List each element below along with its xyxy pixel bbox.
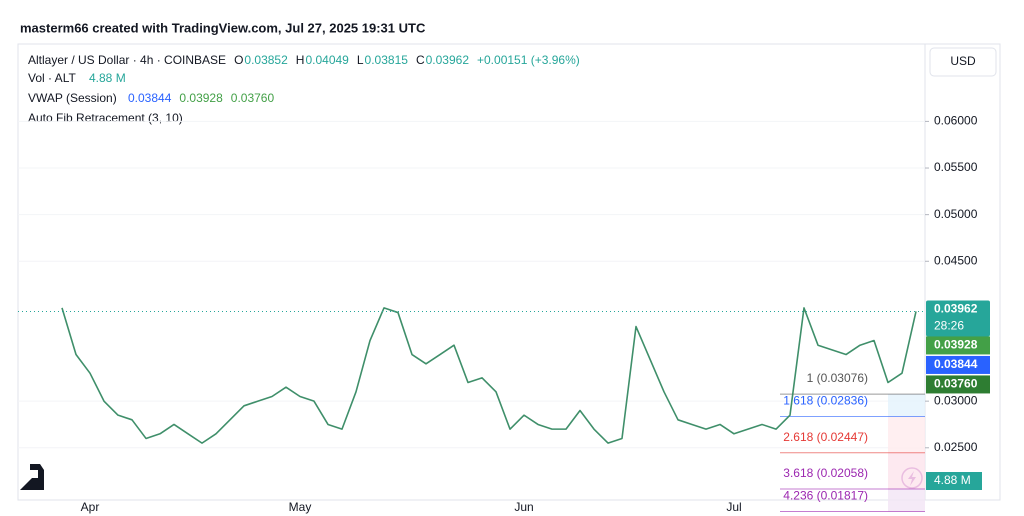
vwap-box bbox=[926, 355, 990, 374]
y-tick-label: 0.05500 bbox=[934, 160, 978, 174]
ohlc-value: 0.03815 bbox=[365, 53, 409, 67]
fib-zone bbox=[888, 416, 925, 453]
chart-frame bbox=[17, 43, 1001, 501]
fib-label: 2.618 (0.02447) bbox=[783, 430, 868, 444]
countdown: 28:26 bbox=[934, 319, 964, 333]
symbol: Altlayer / US Dollar · 4h · COINBASE bbox=[28, 53, 226, 67]
volume-axis-label: 4.88 M bbox=[934, 473, 971, 487]
fib-zone bbox=[888, 452, 925, 489]
legend: Altlayer / US Dollar · 4h · COINBASE Vol… bbox=[28, 53, 226, 125]
y-tick-label: 0.03000 bbox=[934, 393, 978, 407]
y-tick-label: 0.02500 bbox=[934, 440, 978, 454]
ohlc-value: 0.04049 bbox=[305, 53, 349, 67]
vwap-axis-label: 0.03928 bbox=[934, 338, 978, 352]
volume-value: 4.88 M bbox=[89, 71, 126, 85]
tradingview-logo bbox=[20, 464, 44, 490]
y-tick-label: 0.04500 bbox=[934, 253, 978, 267]
ohlc-value: 0.03962 bbox=[426, 53, 470, 67]
vwap-value: 0.03844 bbox=[128, 91, 172, 105]
fib-zone bbox=[888, 488, 925, 512]
fib-title: Auto Fib Retracement (3, 10) bbox=[28, 111, 183, 125]
x-tick-label: Apr bbox=[81, 500, 100, 514]
last-price: 0.03962 bbox=[934, 302, 978, 316]
fib-label: 1.618 (0.02836) bbox=[783, 394, 868, 408]
vwap-title: VWAP (Session) bbox=[28, 91, 117, 105]
fib-label: 3.618 (0.02058) bbox=[783, 466, 868, 480]
x-tick-label: Jul bbox=[726, 500, 741, 514]
fib-zone bbox=[888, 394, 925, 417]
fib-label: 1 (0.03076) bbox=[807, 371, 868, 385]
vwap-value: 0.03760 bbox=[231, 91, 275, 105]
y-tick-label: 0.06000 bbox=[934, 114, 978, 128]
vwap-box bbox=[926, 375, 990, 394]
currency[interactable]: USD bbox=[950, 54, 976, 68]
fib-label: 4.236 (0.01817) bbox=[783, 489, 868, 503]
volume-title: Vol · ALT bbox=[28, 71, 76, 85]
change: +0.00151 (+3.96%) bbox=[477, 53, 580, 67]
header: masterm66 created with TradingView.com, … bbox=[20, 20, 426, 35]
ohlc-value: 0.03852 bbox=[244, 53, 288, 67]
ohlc-label: H bbox=[296, 53, 305, 67]
x-tick-label: May bbox=[289, 500, 312, 514]
vwap-box bbox=[926, 336, 990, 355]
ohlc-label: L bbox=[357, 53, 364, 67]
last-price-box bbox=[926, 300, 990, 337]
ohlc-label: O bbox=[234, 53, 243, 67]
vwap-axis-label: 0.03760 bbox=[934, 377, 978, 391]
x-tick-label: Jun bbox=[514, 500, 533, 514]
price-line bbox=[61, 307, 917, 444]
ohlc-label: C bbox=[416, 53, 425, 67]
currency-button[interactable] bbox=[929, 47, 997, 77]
y-tick-label: 0.05000 bbox=[934, 207, 978, 221]
vwap-axis-label: 0.03844 bbox=[934, 357, 978, 371]
volume-box bbox=[926, 472, 982, 490]
vwap-value: 0.03928 bbox=[179, 91, 223, 105]
